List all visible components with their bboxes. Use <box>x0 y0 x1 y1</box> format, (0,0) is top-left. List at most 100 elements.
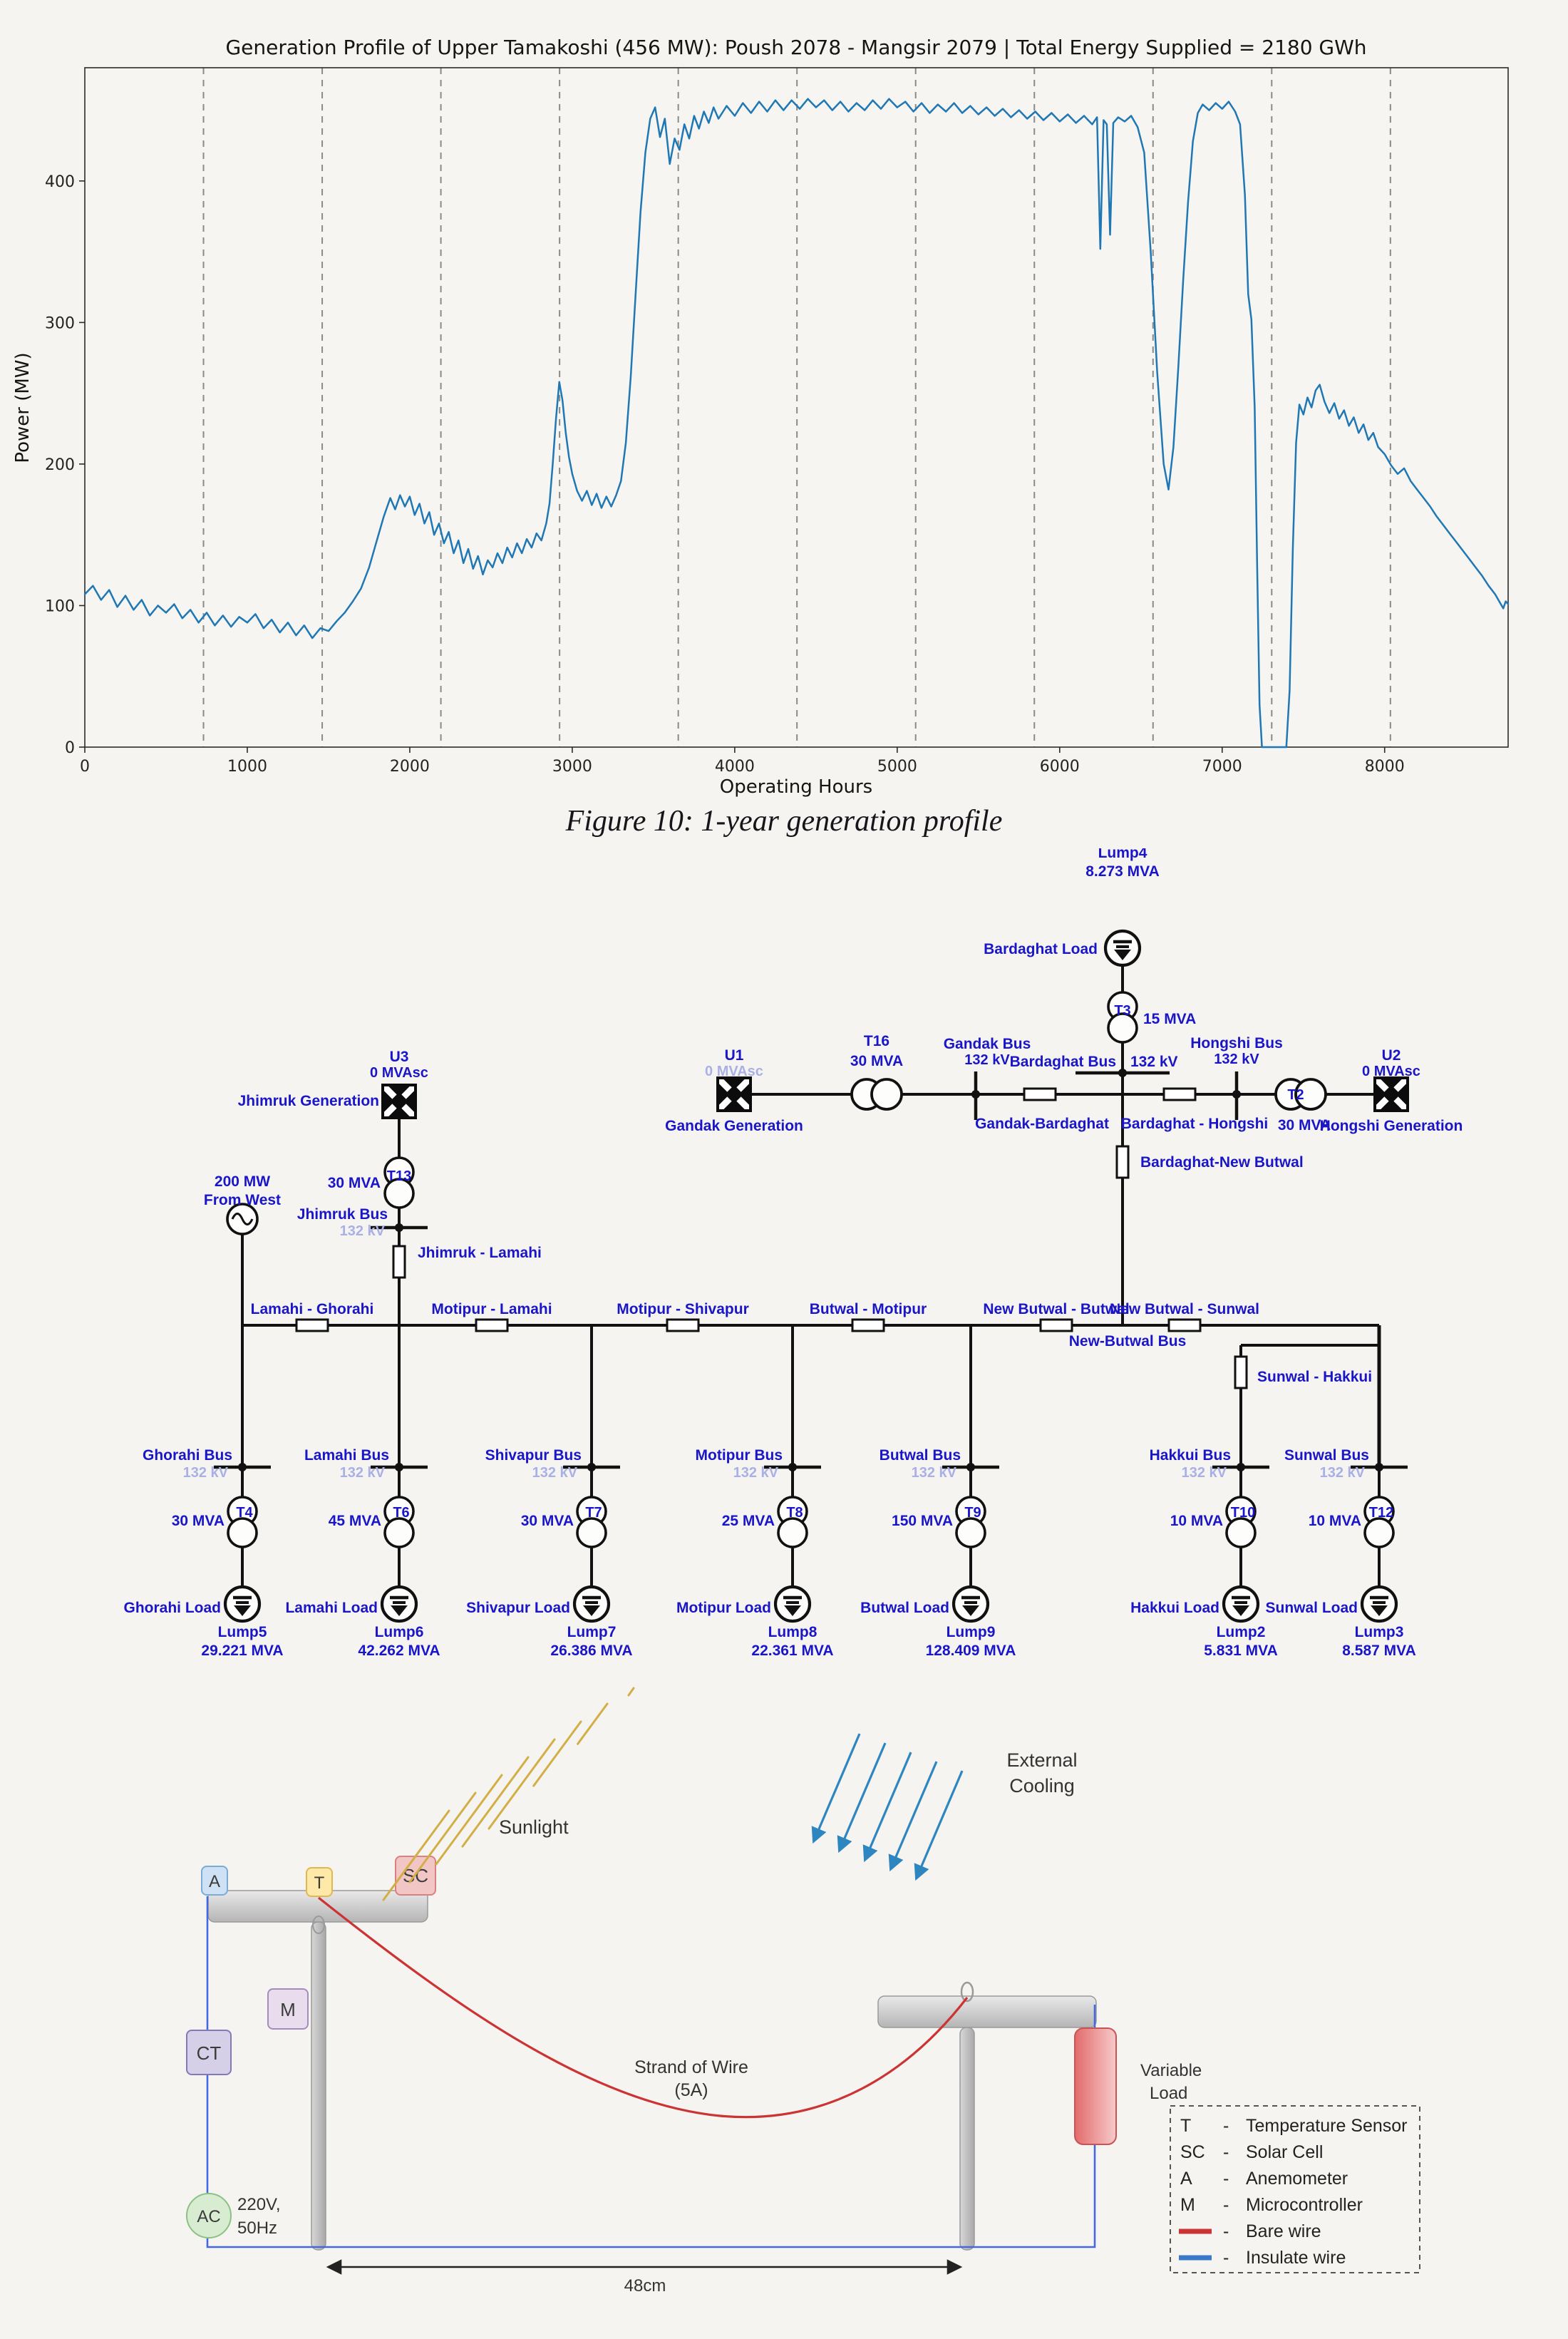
load-label: Sunwal Load <box>1265 1600 1358 1616</box>
chart-title: Generation Profile of Upper Tamakoshi (4… <box>225 36 1366 59</box>
trunk-line-label: Butwal - Motipur <box>810 1301 927 1317</box>
transformer-id: T12 <box>1369 1505 1393 1521</box>
cooling-arrow <box>888 1761 938 1872</box>
line-label: Bardaghat - Hongshi <box>1121 1116 1269 1132</box>
sun-ray <box>435 1774 503 1866</box>
t13-rating: 30 MVA <box>328 1175 381 1191</box>
microcontroller-label: M <box>280 1999 296 2020</box>
bus-label: Butwal Bus <box>880 1447 961 1464</box>
transformer-icon <box>383 1517 415 1548</box>
external-cooling-label: External <box>1006 1749 1077 1771</box>
breaker <box>1039 1318 1073 1332</box>
breaker <box>1162 1087 1197 1101</box>
gen-pattern <box>1382 1085 1401 1104</box>
generator-icon <box>715 1075 753 1114</box>
sun-ray <box>532 1720 582 1787</box>
load-triangle <box>1232 1605 1249 1616</box>
microcontroller-box <box>267 1988 309 2030</box>
breaker <box>1234 1355 1248 1389</box>
wire-hook <box>312 1916 325 1934</box>
x-tick-label: 8000 <box>1365 758 1405 776</box>
x-tick-label: 6000 <box>1040 758 1080 776</box>
supply-voltage: 220V, <box>237 2195 281 2214</box>
wire-hook <box>960 1981 974 2003</box>
load-icon <box>1103 929 1142 967</box>
ac-sine <box>231 1213 254 1225</box>
bus-label: Shivapur Bus <box>485 1447 582 1464</box>
legend-label: Solar Cell <box>1246 2142 1323 2162</box>
variable-load-label: Variable <box>1140 2061 1202 2080</box>
x-tick-label: 7000 <box>1202 758 1242 776</box>
legend-label: Temperature Sensor <box>1246 2116 1408 2136</box>
legend-box <box>1170 2105 1420 2273</box>
sun-ray <box>382 1809 450 1901</box>
u1-label: U1 <box>725 1047 744 1064</box>
generator-border <box>716 1076 752 1112</box>
lump-label: Lump5 <box>218 1624 267 1640</box>
legend-key: SC <box>1180 2142 1205 2162</box>
u3-label: U3 <box>390 1049 409 1065</box>
line-label: Jhimruk - Lamahi <box>418 1245 542 1261</box>
generator-icon <box>1372 1075 1410 1114</box>
cooling-arrow <box>811 1733 861 1844</box>
x-axis-label: Operating Hours <box>720 776 872 798</box>
gandak-generation-label: Gandak Generation <box>665 1118 803 1134</box>
external-cooling-label: Cooling <box>1009 1775 1075 1796</box>
load-triangle <box>391 1605 408 1616</box>
transformer-rating: 10 MVA <box>1309 1513 1361 1529</box>
legend-label: Insulate wire <box>1246 2248 1346 2268</box>
plot-frame <box>84 67 1509 748</box>
jhimruk-bus-kv: 132 kV <box>340 1223 386 1239</box>
hongshi-bus-kv: 132 kV <box>1214 1052 1259 1067</box>
generation-line <box>83 98 1510 749</box>
t3-label: T3 <box>1114 1003 1130 1019</box>
current-transformer-label: CT <box>197 2042 222 2064</box>
transformer-id: T6 <box>393 1505 409 1521</box>
load-icon <box>1360 1585 1398 1623</box>
gandak-bus-label: Gandak Bus <box>944 1036 1031 1052</box>
strand-of-wire-label: Strand of Wire <box>634 2057 748 2077</box>
current-transformer-box <box>186 2030 232 2075</box>
power-system-single-line-diagram: Lump4 8.273 MVA Bardaghat Load T3 15 MVA Bard… <box>124 848 1463 1659</box>
lump-label: Lump2 <box>1217 1624 1266 1640</box>
legend-key: A <box>1180 2169 1192 2189</box>
lump-mva: 29.221 MVA <box>201 1643 283 1659</box>
generator-icon <box>380 1082 418 1121</box>
t16-rating: 30 MVA <box>850 1053 903 1069</box>
sun-ray <box>408 1791 477 1883</box>
gen-pattern <box>390 1092 408 1111</box>
lump-mva: 128.409 MVA <box>926 1643 1016 1659</box>
west-source-label: From West <box>204 1192 281 1208</box>
cooling-arrow <box>914 1770 964 1881</box>
load-triangle <box>962 1605 979 1616</box>
legend-sep: - <box>1223 2169 1229 2189</box>
bus-junction <box>1232 1090 1241 1099</box>
trunk-line-label: Lamahi - Ghorahi <box>251 1301 374 1317</box>
bardaghat-bus-label: Bardaghat Bus <box>1010 1054 1116 1070</box>
legend-label: Bare wire <box>1246 2221 1321 2241</box>
load-icon <box>1222 1585 1260 1623</box>
load-triangle <box>234 1605 251 1616</box>
x-tick-label: 5000 <box>877 758 917 776</box>
t13-label: T13 <box>387 1168 411 1184</box>
temperature-sensor-box <box>306 1867 333 1897</box>
transformer-id: T4 <box>236 1505 253 1521</box>
generator-border <box>1373 1076 1409 1112</box>
sun-ray <box>627 1687 635 1697</box>
bardaghat-bus-kv: 132 kV <box>1130 1054 1178 1070</box>
transformer-icon <box>955 1517 986 1548</box>
legend-sep: - <box>1223 2116 1229 2136</box>
load-label: Motipur Load <box>676 1600 771 1616</box>
line-label: Bardaghat-New Butwal <box>1140 1154 1304 1171</box>
left-pole <box>311 1921 326 2251</box>
lump-mva: 42.262 MVA <box>358 1643 440 1659</box>
load-icon <box>773 1585 812 1623</box>
load-label: Lamahi Load <box>285 1600 378 1616</box>
legend-sep: - <box>1223 2248 1229 2268</box>
load-label: Hakkui Load <box>1130 1600 1219 1616</box>
variable-load-label: Load <box>1150 2084 1187 2103</box>
gandak-bus-kv: 132 kV <box>964 1052 1010 1068</box>
generator-border <box>381 1084 417 1119</box>
